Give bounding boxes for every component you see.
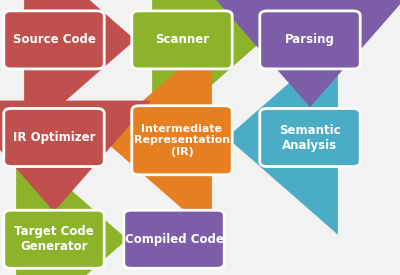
FancyBboxPatch shape bbox=[4, 11, 104, 69]
Text: Intermediate
Representation
(IR): Intermediate Representation (IR) bbox=[134, 124, 230, 157]
Text: Compiled Code: Compiled Code bbox=[124, 233, 224, 246]
FancyBboxPatch shape bbox=[132, 11, 232, 69]
Text: Target Code
Generator: Target Code Generator bbox=[14, 225, 94, 253]
FancyBboxPatch shape bbox=[132, 106, 232, 175]
Text: IR Optimizer: IR Optimizer bbox=[13, 131, 95, 144]
Text: Scanner: Scanner bbox=[155, 33, 209, 46]
FancyBboxPatch shape bbox=[4, 109, 104, 167]
Text: Source Code: Source Code bbox=[12, 33, 96, 46]
FancyBboxPatch shape bbox=[4, 210, 104, 268]
Text: Semantic
Analysis: Semantic Analysis bbox=[279, 123, 341, 152]
FancyBboxPatch shape bbox=[260, 11, 360, 69]
Text: Parsing: Parsing bbox=[285, 33, 335, 46]
FancyBboxPatch shape bbox=[124, 210, 224, 268]
FancyBboxPatch shape bbox=[260, 109, 360, 167]
